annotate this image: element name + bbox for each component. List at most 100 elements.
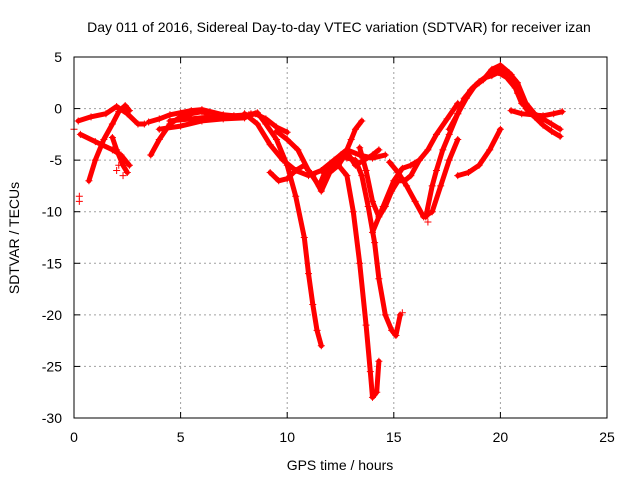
data-point: [74, 117, 82, 125]
data-point: [375, 357, 383, 365]
data-point: [266, 169, 274, 177]
data-point: [349, 208, 357, 216]
data-point: [368, 154, 376, 162]
data-point: [558, 108, 566, 116]
data-point: [386, 158, 394, 166]
data-point: [273, 127, 281, 135]
data-point: [337, 151, 344, 159]
data-point: [113, 166, 121, 174]
data-point: [300, 234, 308, 241]
data-point: [528, 111, 536, 119]
data-point: [317, 342, 325, 350]
series-arc-19: [459, 66, 563, 139]
data-point: [388, 326, 396, 334]
data-point: [317, 187, 325, 195]
data-point: [539, 112, 547, 120]
data-point: [368, 228, 376, 236]
data-point: [479, 76, 487, 84]
data-point: [108, 133, 116, 141]
data-point: [407, 172, 415, 180]
data-point: [266, 141, 274, 149]
data-point: [548, 120, 556, 128]
data-point: [166, 111, 174, 119]
data-point: [518, 110, 526, 118]
data-point: [390, 177, 398, 185]
data-point: [496, 61, 504, 69]
data-point: [262, 120, 270, 128]
data-point: [145, 118, 153, 126]
data-point: [400, 177, 408, 185]
data-point: [343, 154, 351, 162]
x-axis-label: GPS time / hours: [287, 457, 394, 473]
data-point: [123, 169, 131, 177]
data-point: [125, 107, 133, 115]
data-point: [75, 197, 83, 205]
data-point: [467, 86, 475, 94]
data-point: [351, 156, 359, 164]
data-point: [343, 172, 351, 180]
series-arc-06: [146, 107, 290, 135]
data-point: [125, 161, 133, 169]
data-point: [507, 71, 515, 79]
data-point: [204, 110, 212, 118]
data-point: [315, 182, 323, 190]
data-point: [371, 239, 379, 247]
data-point: [313, 326, 321, 334]
y-tick-label: -25: [42, 358, 62, 374]
data-point: [347, 136, 355, 144]
data-series: [75, 62, 565, 400]
data-point: [283, 136, 291, 144]
data-point: [492, 65, 500, 73]
data-point: [368, 197, 376, 205]
x-tick-label: 15: [386, 429, 402, 445]
data-point: [76, 130, 84, 138]
data-point: [443, 115, 451, 123]
data-point: [166, 117, 174, 125]
data-point: [326, 169, 334, 177]
data-point: [334, 161, 342, 169]
series-arc-22: [242, 111, 388, 179]
data-point: [428, 182, 436, 190]
x-tick-label: 20: [493, 429, 509, 445]
data-point: [279, 156, 287, 164]
data-point: [424, 146, 432, 154]
data-point: [209, 113, 217, 121]
data-point: [119, 172, 127, 180]
data-point: [305, 172, 313, 180]
data-point: [462, 94, 470, 102]
data-point: [388, 187, 396, 195]
data-point: [507, 107, 515, 115]
data-point: [392, 331, 400, 339]
data-point: [317, 166, 325, 174]
data-point: [115, 161, 123, 169]
data-point: [85, 177, 93, 185]
data-point: [432, 130, 440, 138]
data-point: [379, 203, 387, 211]
data-point: [155, 115, 163, 123]
data-point: [471, 82, 479, 90]
data-point: [300, 161, 308, 169]
data-point: [356, 144, 364, 152]
data-point: [445, 156, 453, 164]
data-point: [464, 169, 472, 177]
data-point: [501, 67, 509, 75]
data-point: [398, 309, 406, 317]
data-point: [198, 106, 206, 114]
data-point: [513, 89, 521, 97]
data-point: [294, 146, 302, 154]
data-point: [475, 161, 483, 169]
y-tick-label: -10: [42, 204, 62, 220]
data-point: [230, 112, 238, 120]
data-point: [454, 136, 462, 144]
data-point: [113, 103, 121, 111]
data-point: [522, 105, 530, 113]
y-tick-label: -15: [42, 255, 62, 271]
x-tick-labels: 0 5 10 15 20 25: [70, 429, 615, 445]
data-point: [362, 166, 370, 174]
data-point: [424, 218, 432, 226]
data-point: [375, 275, 383, 283]
data-point: [539, 121, 547, 129]
data-point: [411, 197, 419, 205]
x-tick-label: 25: [599, 429, 615, 445]
